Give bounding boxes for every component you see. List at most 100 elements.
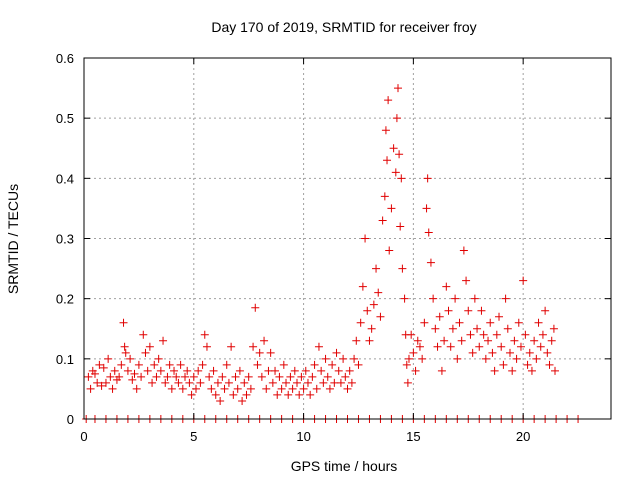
data-point <box>139 330 148 339</box>
data-point <box>378 216 387 225</box>
data-point <box>541 306 550 315</box>
x-tick-label: 20 <box>516 429 530 444</box>
data-point <box>172 372 181 381</box>
data-point <box>325 384 334 393</box>
data-point <box>95 360 104 369</box>
data-point <box>345 366 354 375</box>
y-tick-label: 0 <box>67 412 74 427</box>
data-point <box>420 318 429 327</box>
data-point <box>422 204 431 213</box>
data-point <box>130 369 139 378</box>
data-point <box>279 360 288 369</box>
data-point <box>84 372 93 381</box>
y-axis-title: SRMTID / TECUs <box>5 184 21 294</box>
data-point <box>268 378 277 387</box>
data-point <box>433 342 442 351</box>
data-point <box>464 306 473 315</box>
data-point <box>229 390 238 399</box>
data-point <box>143 366 152 375</box>
data-point <box>532 354 541 363</box>
data-point <box>97 381 106 390</box>
data-point <box>381 126 390 135</box>
data-point <box>260 336 269 345</box>
data-point <box>402 360 411 369</box>
data-point <box>119 318 128 327</box>
data-point <box>297 372 306 381</box>
data-point <box>255 348 264 357</box>
data-point <box>301 366 310 375</box>
data-point <box>365 336 374 345</box>
data-point <box>466 330 475 339</box>
data-point <box>191 384 200 393</box>
data-point <box>244 372 253 381</box>
data-point <box>547 336 556 345</box>
data-point <box>343 384 352 393</box>
data-point <box>451 294 460 303</box>
data-point <box>431 324 440 333</box>
data-point <box>534 318 543 327</box>
y-tick-label: 0.1 <box>56 352 74 367</box>
data-point <box>189 372 198 381</box>
data-point <box>358 282 367 291</box>
data-point <box>484 336 493 345</box>
data-point <box>178 384 187 393</box>
data-point <box>115 372 124 381</box>
data-point <box>394 84 403 93</box>
data-point <box>319 378 328 387</box>
data-point <box>170 366 179 375</box>
data-point <box>187 390 196 399</box>
data-point <box>174 378 183 387</box>
data-point <box>376 312 385 321</box>
data-point <box>444 306 453 315</box>
data-point <box>156 366 165 375</box>
data-point <box>492 330 501 339</box>
data-point <box>150 360 159 369</box>
data-point <box>549 324 558 333</box>
x-axis-ticks: 0 5 10 15 20 <box>80 58 530 444</box>
data-point <box>459 246 468 255</box>
data-point <box>475 342 484 351</box>
data-point <box>238 396 247 405</box>
data-point <box>137 372 146 381</box>
data-point <box>196 378 205 387</box>
data-point <box>227 342 236 351</box>
data-point <box>477 306 486 315</box>
x-axis-title: GPS time / hours <box>291 458 398 474</box>
data-point <box>455 318 464 327</box>
data-point <box>437 366 446 375</box>
data-point <box>282 378 291 387</box>
data-point <box>99 363 108 372</box>
data-point <box>397 174 406 183</box>
data-point <box>411 366 420 375</box>
data-point <box>290 366 299 375</box>
data-point <box>106 372 115 381</box>
data-point <box>347 378 356 387</box>
chart-title: Day 170 of 2019, SRMTID for receiver fro… <box>211 19 476 35</box>
data-point <box>503 324 512 333</box>
data-point <box>207 384 216 393</box>
data-point <box>457 336 466 345</box>
data-point <box>185 378 194 387</box>
data-point <box>495 312 504 321</box>
data-point <box>404 354 413 363</box>
data-point <box>222 360 231 369</box>
data-point <box>505 348 514 357</box>
data-point <box>490 366 499 375</box>
data-point <box>235 366 244 375</box>
data-point <box>101 378 110 387</box>
data-point <box>213 378 222 387</box>
data-point <box>121 348 130 357</box>
data-point <box>367 324 376 333</box>
data-point <box>403 378 412 387</box>
data-point <box>273 390 282 399</box>
data-point <box>545 360 554 369</box>
data-point <box>310 360 319 369</box>
data-point <box>462 276 471 285</box>
data-point <box>262 384 271 393</box>
data-point <box>167 384 176 393</box>
data-point <box>249 342 258 351</box>
data-point <box>299 384 308 393</box>
data-point <box>141 348 150 357</box>
data-point <box>123 366 132 375</box>
data-point <box>308 372 317 381</box>
